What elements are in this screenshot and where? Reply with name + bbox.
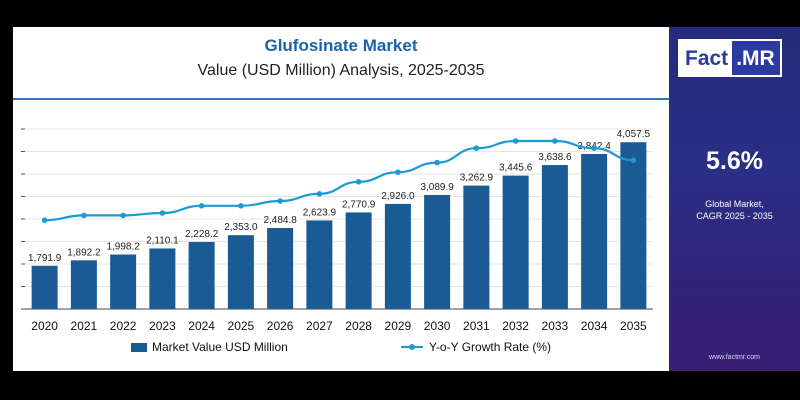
bar-value-label: 2,623.9 (303, 207, 337, 218)
growth-point-2035 (630, 157, 637, 163)
growth-point-2034 (591, 145, 597, 151)
x-tick-label: 2031 (463, 319, 490, 333)
x-tick-label: 2023 (149, 319, 176, 333)
logo-right-text: .MR (732, 41, 780, 75)
bar-2033 (541, 165, 568, 309)
infographic-frame: Glufosinate Market Value (USD Million) A… (13, 27, 800, 371)
cagr-value: 5.6% (706, 147, 763, 175)
x-tick-label: 2022 (110, 319, 137, 333)
bar-value-label: 3,262.9 (460, 173, 494, 184)
growth-rate-line (44, 139, 634, 222)
bar-2035 (620, 142, 647, 309)
market-chart: 1,791.9 2020 1,892.2 2021 1,998.2 2022 2,110.1… (21, 128, 653, 333)
growth-point-2020 (41, 217, 48, 223)
growth-point-2033 (552, 138, 558, 144)
bar-2032 (502, 175, 529, 309)
growth-point-2029 (395, 169, 401, 175)
bar-value-label: 1,892.2 (67, 247, 101, 258)
bar-value-label: 3,089.9 (420, 182, 454, 193)
legend-item-market-value: Market Value USD Million (131, 340, 288, 354)
bar-2029 (384, 203, 411, 309)
bar-value-label: 2,484.8 (263, 215, 297, 226)
bar-2030 (424, 195, 451, 309)
growth-point-2021 (81, 212, 87, 219)
x-tick-label: 2026 (267, 319, 294, 333)
legend-line-label: Y-o-Y Growth Rate (%) (429, 340, 552, 354)
x-tick-label: 2028 (345, 319, 372, 333)
chart-legend: Market Value USD Million Y-o-Y Growth Ra… (13, 340, 669, 358)
growth-point-2027 (316, 191, 323, 197)
bar-value-label: 2,110.1 (146, 235, 179, 246)
bar-value-label: 3,638.6 (538, 152, 572, 163)
bar-2023 (149, 248, 176, 309)
cagr-label-line2: CAGR 2025 - 2035 (696, 211, 773, 221)
bar-value-label: 2,926.0 (381, 191, 415, 202)
x-tick-label: 2027 (306, 319, 333, 333)
x-tick-label: 2030 (424, 319, 451, 333)
bar-value-label: 1,791.9 (28, 253, 62, 264)
legend-bar-swatch (131, 342, 147, 352)
x-tick-label: 2032 (502, 319, 529, 333)
bar-2020 (31, 265, 58, 309)
x-tick-label: 2035 (620, 319, 647, 333)
cagr-label-line1: Global Market, (705, 199, 764, 209)
growth-point-2028 (355, 179, 362, 185)
bar-2031 (463, 185, 490, 309)
logo-left-text: Fact (680, 41, 733, 75)
bar-2025 (227, 235, 254, 309)
bar-2026 (267, 228, 294, 309)
x-tick-label: 2029 (385, 319, 412, 333)
x-tick-label: 2020 (31, 319, 58, 333)
chart-subtitle: Value (USD Million) Analysis, 2025-2035 (197, 62, 485, 79)
bar-2024 (188, 242, 215, 309)
bar-value-label: 1,998.2 (106, 242, 140, 253)
growth-point-2031 (473, 145, 480, 151)
bar-2021 (70, 260, 97, 309)
x-tick-label: 2034 (581, 319, 608, 333)
bar-2027 (306, 220, 333, 309)
sidebar-panel: Fact .MR 5.6% Global Market, CAGR 2025 -… (669, 27, 800, 371)
legend-bar-label: Market Value USD Million (152, 340, 288, 354)
bar-2028 (345, 212, 372, 309)
bar-value-label: 2,353.0 (224, 222, 258, 233)
x-tick-label: 2021 (71, 319, 98, 333)
chart-title: Glufosinate Market (264, 36, 418, 55)
growth-point-2022 (120, 212, 126, 219)
website-url: www.factmr.com (709, 354, 760, 361)
growth-point-2023 (159, 210, 166, 216)
title-divider (13, 98, 669, 100)
bar-value-label: 3,445.6 (499, 163, 533, 174)
growth-point-2024 (198, 203, 205, 209)
legend-item-growth-rate: Y-o-Y Growth Rate (%) (401, 340, 551, 354)
growth-point-2032 (512, 138, 519, 144)
x-tick-label: 2024 (188, 319, 215, 333)
chart-panel: Glufosinate Market Value (USD Million) A… (13, 27, 669, 371)
bar-2022 (110, 254, 137, 309)
x-tick-label: 2025 (228, 319, 255, 333)
legend-line-swatch (401, 342, 423, 352)
bar-value-label: 4,057.5 (617, 129, 651, 140)
growth-point-2026 (277, 198, 283, 204)
factmr-logo: Fact .MR (678, 39, 782, 77)
bar-2034 (581, 153, 608, 309)
growth-point-2030 (434, 159, 440, 166)
x-tick-label: 2033 (542, 319, 569, 333)
bar-value-label: 2,228.2 (185, 229, 219, 240)
growth-point-2025 (238, 203, 244, 209)
bar-value-label: 2,770.9 (342, 199, 376, 210)
